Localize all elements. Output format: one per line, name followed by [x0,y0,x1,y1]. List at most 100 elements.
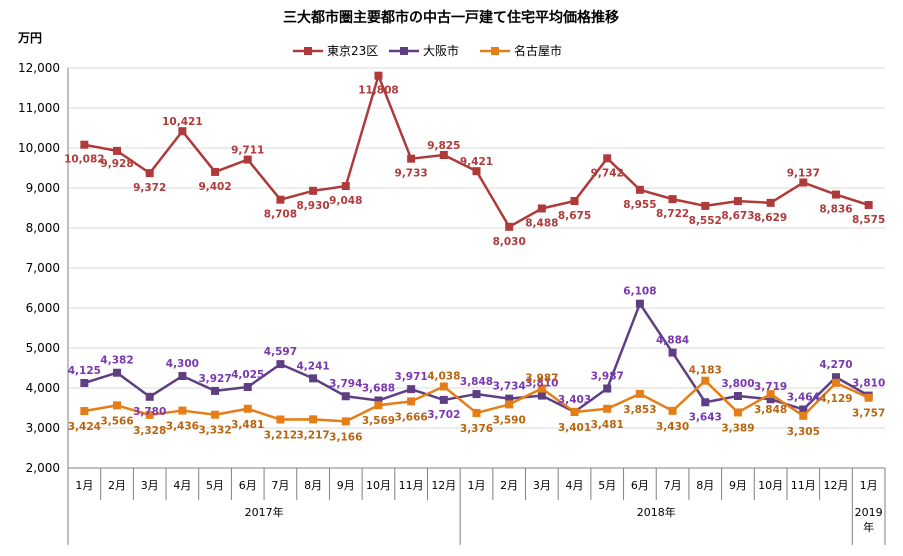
data-label: 3,166 [329,431,362,443]
x-tick-label: 4月 [566,479,584,492]
y-tick-label: 4,000 [26,381,60,395]
data-label: 8,836 [819,204,852,216]
data-label: 3,217 [296,429,329,441]
legend-marker-2 [491,47,499,55]
data-label: 3,403 [558,394,591,406]
x-tick-label: 11月 [399,479,424,492]
data-label: 10,082 [64,154,105,166]
data-label: 3,212 [264,430,297,442]
series-2-marker [635,389,644,398]
data-label: 9,711 [231,145,264,157]
data-label: 4,125 [68,365,101,377]
series-0-marker [570,197,579,205]
x-tick-label: 10月 [758,479,783,492]
x-tick-label: 5月 [206,479,224,492]
data-label: 3,734 [493,381,526,393]
data-label: 4,038 [427,370,460,382]
x-tick-label: 7月 [271,479,289,492]
series-0-marker [505,222,514,231]
axes: 2,000 3,000 4,000 5,000 6,000 7,000 8,000 9,000… [18,61,886,545]
year-label: 2019 [855,506,883,519]
series-1-marker [766,395,775,404]
y-tick-label: 11,000 [18,101,60,115]
series-0-marker [243,155,252,164]
series-0-marker [635,185,644,194]
year-label: 年 [863,520,874,534]
series-2-marker [243,404,252,413]
y-tick-label: 6,000 [26,301,60,315]
data-label: 3,376 [460,423,493,435]
series-2-marker [211,410,220,419]
data-label: 6,108 [623,286,656,298]
data-label: 8,575 [852,214,885,226]
x-tick-label: 5月 [598,479,616,492]
series-2-marker [570,407,579,416]
x-tick-label: 2月 [108,479,126,492]
series-2-marker [472,408,481,417]
year-label: 2017年 [245,505,284,519]
data-label: 8,629 [754,212,787,224]
x-tick-label: 8月 [304,479,322,492]
data-label: 9,372 [133,182,166,194]
data-label: 8,675 [558,210,591,222]
series-0-marker [407,154,416,163]
unit-label: 万円 [17,31,42,45]
series-0-marker [831,190,840,199]
data-label: 4,241 [296,360,329,372]
series-0-marker [309,186,318,195]
series-2-marker [766,390,775,399]
x-tick-label: 12月 [431,479,456,492]
series-1-marker [309,374,318,383]
y-tick-label: 8,000 [26,221,60,235]
series-2-marker [309,415,318,424]
x-tick-label: 7月 [664,479,682,492]
x-tick-label: 4月 [173,479,191,492]
y-tick-label: 5,000 [26,341,60,355]
legend-marker-0 [304,47,312,55]
series-0-marker [537,204,546,213]
data-label: 3,810 [852,378,885,390]
x-tick-label: 9月 [729,479,747,492]
series-1-marker [668,348,677,357]
x-tick-label: 3月 [141,479,159,492]
data-label: 8,488 [525,217,558,229]
series-2-marker [80,407,89,416]
data-label: 8,673 [721,210,754,222]
data-label: 4,183 [689,365,722,377]
series-0-marker [799,178,808,187]
x-tick-label: 2月 [500,479,518,492]
x-tick-label: 10月 [366,479,391,492]
data-label: 3,436 [166,421,199,433]
series-2-marker [603,404,612,413]
series-2-marker [178,406,187,415]
data-label: 8,955 [623,199,656,211]
data-label: 9,825 [427,140,460,152]
data-label: 3,430 [656,421,689,433]
series-2-marker [276,415,285,424]
series-1-marker [243,383,252,391]
series-1-marker [472,390,481,399]
data-label: 3,987 [525,373,558,385]
series-2-marker [668,406,677,415]
series-1-marker [211,386,220,395]
legend-marker-1 [400,47,408,55]
series-2-marker [145,410,154,419]
series-0-marker [864,201,873,209]
data-label: 3,481 [231,419,264,431]
series-1-marker [701,398,710,407]
data-label: 4,025 [231,369,264,381]
data-label: 4,382 [100,355,133,367]
series-0-marker [733,197,742,206]
series-0-marker [276,195,285,204]
data-label: 8,930 [296,200,329,212]
data-label: 3,688 [362,382,395,394]
data-label: 3,590 [493,414,526,426]
series-2-marker [864,393,873,402]
x-tick-label: 3月 [533,479,551,492]
data-label: 3,800 [721,378,754,390]
series-2-marker [113,401,122,410]
series-1-marker [276,360,285,369]
data-label: 3,569 [362,415,395,427]
data-label: 3,332 [198,425,231,437]
